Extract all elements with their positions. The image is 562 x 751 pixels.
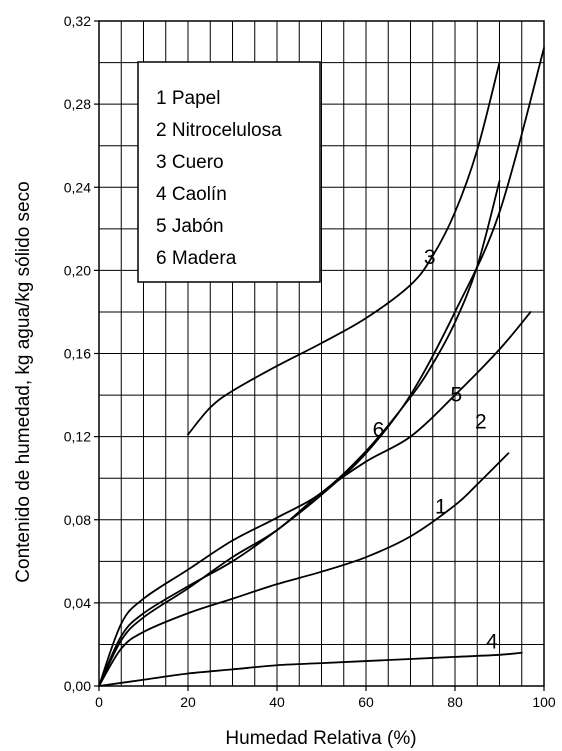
series-lines — [98, 47, 545, 687]
y-axis-title: Contenido de humedad, kg agua/kg sólido … — [13, 181, 34, 582]
legend-item-1: 1 Papel — [156, 88, 220, 109]
y-tick-label: 0,12 — [64, 429, 91, 445]
series-line-3 — [187, 61, 501, 436]
y-tick-label: 0,20 — [64, 262, 91, 278]
x-tick-label: 40 — [269, 694, 285, 710]
y-tick-label: 0,08 — [64, 512, 91, 528]
legend-box — [137, 61, 321, 283]
legend-item-3: 3 Cuero — [156, 152, 224, 173]
series-line-2 — [98, 311, 532, 687]
curve-label-6: 6 — [373, 419, 385, 442]
curve-label-2: 2 — [475, 410, 487, 433]
y-tick-label: 0,16 — [64, 346, 91, 362]
y-tick-label: 0,04 — [64, 595, 91, 611]
x-tick-label: 100 — [532, 694, 556, 710]
y-tick-label: 0,32 — [64, 13, 91, 29]
legend-item-6: 6 Madera — [156, 248, 237, 269]
y-tick-label: 0,24 — [64, 179, 91, 195]
x-tick-label: 60 — [358, 694, 374, 710]
series-line-5 — [98, 47, 545, 687]
curve-label-5: 5 — [451, 383, 463, 406]
curve-labels: 1 2 3 4 5 6 — [373, 246, 498, 653]
legend-item-2: 2 Nitrocelulosa — [156, 120, 282, 141]
series-line-1 — [98, 452, 510, 687]
x-axis-title: Humedad Relativa (%) — [225, 728, 416, 749]
curve-label-1: 1 — [435, 496, 447, 519]
y-tick-label: 0,00 — [64, 678, 91, 694]
x-tick-label: 80 — [447, 694, 463, 710]
x-tick-label: 20 — [180, 694, 196, 710]
y-tick-label: 0,28 — [64, 96, 91, 112]
series-line-4 — [98, 651, 523, 687]
axis-ticks: 0 20 40 60 80 100 0,00 0,04 0,08 0,12 0,16 0,20 0,24… — [64, 13, 556, 710]
grid — [99, 21, 544, 686]
curve-label-3: 3 — [424, 246, 436, 269]
legend-item-5: 5 Jabón — [156, 216, 224, 237]
x-tick-label: 0 — [95, 694, 103, 710]
legend-item-4: 4 Caolín — [156, 184, 227, 205]
legend: 1 Papel 2 Nitrocelulosa 3 Cuero 4 Caolín… — [137, 61, 321, 283]
series-line-6 — [98, 180, 501, 687]
curve-label-4: 4 — [486, 631, 498, 654]
